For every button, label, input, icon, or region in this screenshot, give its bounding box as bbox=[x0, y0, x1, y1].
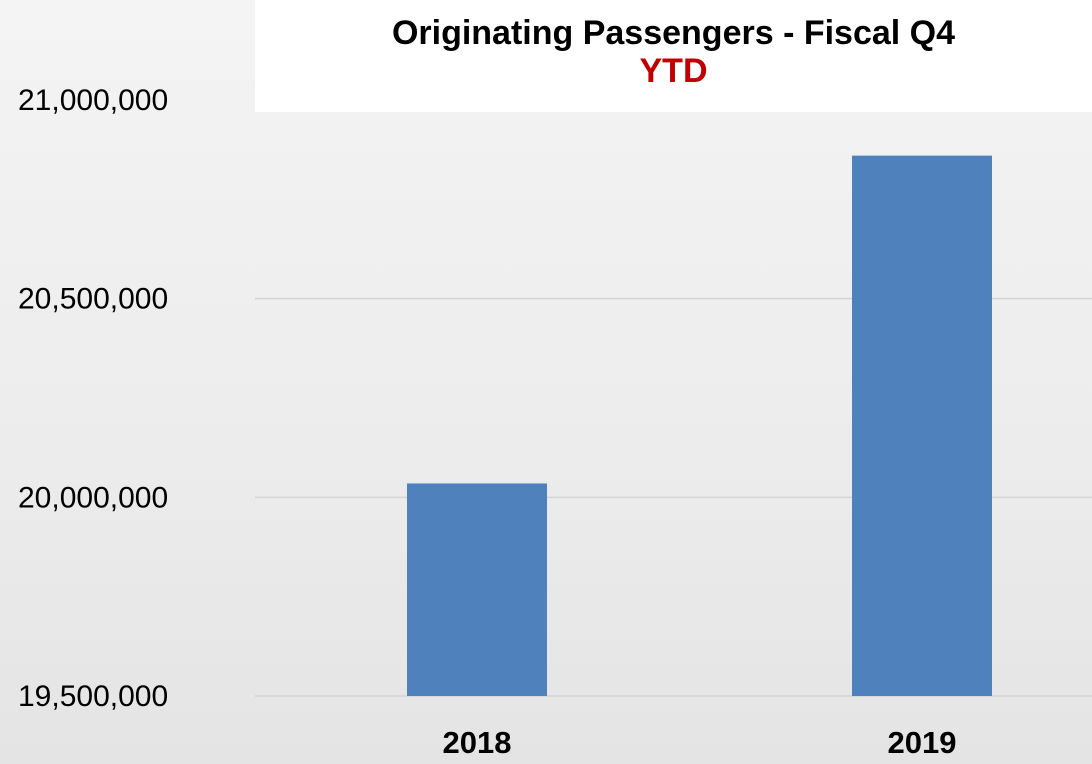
bar bbox=[852, 155, 992, 697]
y-tick-label: 20,500,000 bbox=[18, 283, 168, 316]
y-tick-label: 20,000,000 bbox=[18, 481, 168, 514]
title-box: Originating Passengers - Fiscal Q4 YTD bbox=[255, 0, 1092, 112]
x-tick-label: 2019 bbox=[888, 725, 957, 760]
bar bbox=[407, 483, 547, 696]
y-tick-label: 19,500,000 bbox=[18, 680, 168, 713]
chart-subtitle: YTD bbox=[639, 52, 708, 90]
y-tick-label: 21,000,000 bbox=[18, 84, 168, 117]
chart-title: Originating Passengers - Fiscal Q4 bbox=[391, 14, 956, 52]
x-tick-label: 2018 bbox=[443, 725, 512, 760]
